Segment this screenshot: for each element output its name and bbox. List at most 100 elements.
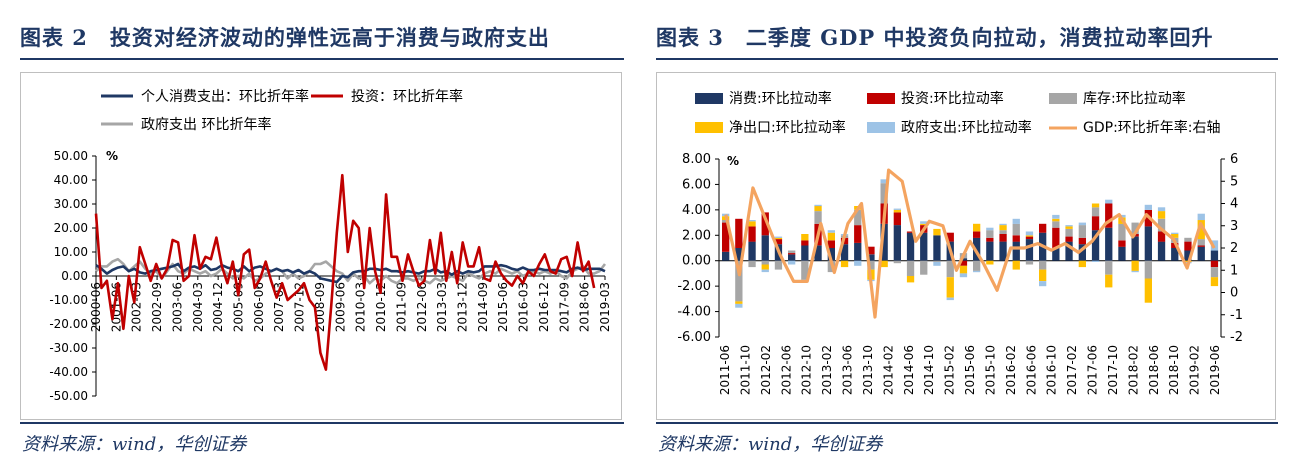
bar-seg-1 [1118, 240, 1126, 247]
x-tick-label: 2015-06 [496, 282, 510, 332]
bar-seg-0 [1012, 241, 1020, 261]
y2-tick-label: -2 [1230, 330, 1243, 345]
bar-seg-1 [801, 240, 809, 246]
bar-seg-4 [788, 260, 796, 265]
bar-seg-2 [761, 260, 769, 265]
y2-tick-label: -1 [1230, 308, 1243, 323]
bar-seg-0 [801, 245, 809, 261]
bar-seg-2 [1025, 260, 1034, 265]
x-tick-label: 2016-02 [1004, 345, 1018, 395]
x-tick-label: 2010-12 [374, 282, 388, 332]
x-tick-label: 2003-06 [170, 282, 184, 332]
y-tick-label: -30.00 [49, 341, 88, 355]
x-tick-label: 2013-12 [455, 282, 469, 332]
x-tick-label: 2019-06 [1208, 345, 1222, 395]
bar-seg-0 [1184, 250, 1192, 261]
legend-label: 政府支出:环比拉动率 [901, 119, 1032, 136]
bar-seg-1 [893, 212, 901, 226]
bar-seg-4 [1039, 281, 1047, 287]
bar-seg-1 [1091, 216, 1100, 231]
bar-seg-4 [999, 223, 1007, 226]
bar-seg-4 [959, 273, 968, 278]
x-tick-label: 2017-10 [1106, 345, 1120, 395]
bar-seg-3 [999, 225, 1007, 231]
x-tick-label: 2006-06 [252, 282, 266, 332]
x-tick-label: 2019-03 [598, 282, 612, 332]
bar-seg-4 [1131, 270, 1139, 273]
bar-seg-0 [1065, 241, 1073, 261]
bar-seg-0 [1144, 226, 1152, 261]
bar-seg-4 [1065, 225, 1073, 227]
x-tick-label: 2004-03 [191, 282, 205, 332]
legend-label: 库存:环比拉动率 [1083, 90, 1186, 107]
bar-seg-1 [774, 239, 783, 245]
right-chart-title: 图表 3 二季度 GDP 中投资负向拉动，消费拉动率回升 [656, 25, 1214, 50]
y-tick-label: -6.00 [677, 330, 711, 345]
legend-label: 政府支出 环比折年率 [141, 116, 271, 133]
x-tick-label: 2013-03 [435, 282, 449, 332]
bar-seg-3 [906, 276, 915, 283]
legend-swatch [695, 93, 723, 104]
y-tick-label: 6.00 [682, 177, 711, 192]
x-tick-label: 2007-12 [293, 282, 307, 332]
x-tick-label: 2009-06 [333, 282, 347, 332]
bar-seg-2 [1118, 223, 1126, 241]
bar-seg-1 [827, 240, 835, 248]
x-tick-label: 2017-06 [1086, 345, 1100, 395]
bar-seg-0 [880, 223, 888, 261]
bar-seg-1 [854, 225, 862, 243]
y2-tick-label: 2 [1230, 241, 1238, 256]
x-tick-label: 2014-10 [922, 345, 936, 395]
bar-seg-3 [893, 209, 901, 213]
y-tick-label: -50.00 [49, 389, 88, 403]
bar-seg-4 [1052, 214, 1060, 219]
x-tick-label: 2013-10 [861, 345, 875, 395]
x-tick-label: 2013-06 [841, 345, 855, 395]
bar-seg-1 [1039, 223, 1047, 233]
bar-seg-3 [1144, 278, 1152, 303]
bar-seg-3 [933, 228, 941, 236]
x-tick-label: 2011-09 [394, 282, 408, 332]
bar-seg-2 [774, 260, 783, 270]
bar-seg-4 [1012, 218, 1020, 224]
bar-seg-4 [946, 297, 954, 301]
bar-seg-1 [1197, 245, 1205, 247]
bar-seg-3 [801, 234, 809, 241]
left-title-rule [20, 58, 624, 60]
bar-seg-2 [801, 260, 809, 280]
x-tick-label: 2016-10 [1045, 345, 1059, 395]
x-tick-label: 2018-02 [1126, 345, 1140, 395]
bar-seg-1 [1210, 260, 1219, 268]
bar-seg-3 [840, 260, 849, 268]
x-tick-label: 2016-12 [537, 282, 551, 332]
bar-seg-1 [1052, 227, 1060, 248]
bar-seg-0 [933, 235, 941, 261]
bar-seg-2 [986, 230, 994, 238]
bar-seg-2 [1039, 260, 1047, 270]
bar-seg-2 [920, 260, 928, 275]
bar-seg-1 [946, 232, 954, 242]
bar-seg-1 [986, 237, 994, 242]
left-chart-frame: 个人消费支出：环比折年率 投资：环比折年率 政府支出 环比折年率% 50.00 40.0… [20, 72, 622, 420]
x-tick-label: 2015-10 [983, 345, 997, 395]
y-tick-label: -10.00 [49, 293, 88, 307]
bar-seg-2 [946, 260, 954, 278]
left-bottom-rule [20, 422, 624, 424]
bar-seg-3 [1171, 234, 1179, 238]
bar-seg-4 [814, 204, 822, 207]
legend-swatch [695, 122, 723, 133]
y-tick-label: 0.00 [61, 269, 88, 283]
bar-seg-3 [827, 232, 835, 241]
bar-seg-1 [735, 218, 743, 248]
bar-seg-1 [973, 231, 981, 238]
legend-label: 投资：环比折年率 [351, 88, 463, 105]
bar-seg-3 [1210, 277, 1219, 287]
bar-seg-4 [920, 221, 928, 224]
bar-seg-0 [722, 251, 730, 261]
bar-seg-2 [854, 209, 862, 226]
bar-seg-3 [1012, 260, 1020, 270]
y2-tick-label: 0 [1230, 286, 1238, 301]
bar-seg-0 [735, 248, 743, 261]
